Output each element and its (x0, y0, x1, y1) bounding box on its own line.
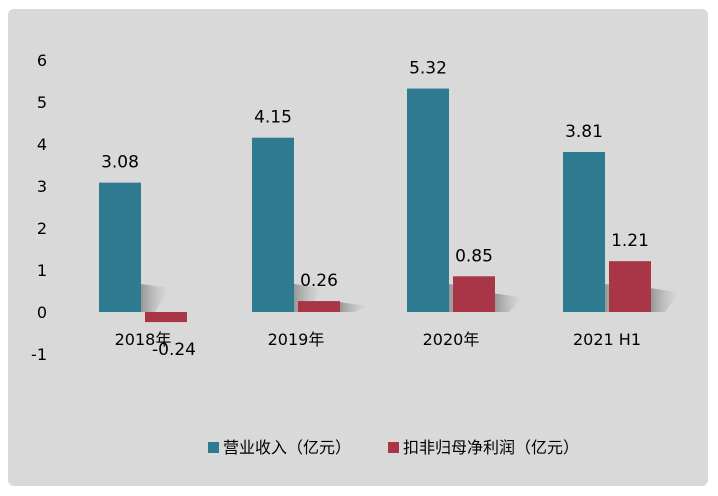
net-profit-value-label: 0.85 (455, 246, 493, 266)
data-labels: 3.08 -0.24 4.15 0.26 5.32 0.85 3.81 1.21 (101, 59, 649, 360)
net-profit-value-label: 1.21 (611, 231, 649, 251)
x-axis: 2018年 2019年 2020年 2021 H1 (115, 330, 641, 349)
y-tick-label: 5 (37, 93, 47, 112)
bar-shadow (141, 284, 169, 312)
net-profit-bar (453, 276, 495, 312)
x-tick-label: 2020年 (423, 330, 480, 349)
net-profit-value-label: -0.24 (152, 340, 196, 360)
legend-label: 营业收入（亿元） (223, 438, 351, 457)
x-tick-label: 2019年 (268, 330, 325, 349)
net-profit-bar (298, 301, 340, 312)
revenue-value-label: 5.32 (409, 59, 447, 79)
y-tick-label: 1 (37, 261, 47, 280)
net-profit-bar (145, 312, 187, 323)
y-axis: -1 0 1 2 3 4 5 6 (31, 51, 47, 364)
x-tick-label: 2018年 (115, 330, 172, 349)
y-tick-label: 3 (37, 177, 47, 196)
legend-swatch (208, 442, 219, 453)
revenue-bar (99, 182, 141, 312)
y-tick-label: 6 (37, 51, 47, 70)
y-tick-label: 2 (37, 219, 47, 238)
revenue-value-label: 3.08 (101, 153, 139, 173)
revenue-bar (563, 151, 605, 312)
bar-shadow (651, 288, 679, 312)
revenue-bar (252, 137, 294, 312)
legend-swatch (388, 442, 399, 453)
legend: 营业收入（亿元） 扣非归母净利润（亿元） (208, 438, 579, 457)
legend-label: 扣非归母净利润（亿元） (403, 438, 579, 457)
y-tick-label: 0 (37, 303, 47, 322)
net-profit-value-label: 0.26 (300, 271, 338, 291)
revenue-bar (407, 88, 449, 312)
x-tick-label: 2021 H1 (573, 330, 641, 349)
y-tick-label: -1 (31, 345, 47, 364)
bar-shadow (495, 293, 523, 312)
revenue-value-label: 3.81 (565, 122, 603, 142)
bars (99, 88, 651, 323)
revenue-value-label: 4.15 (254, 108, 292, 128)
net-profit-bar (609, 261, 651, 312)
bar-shadow (340, 302, 368, 312)
y-tick-label: 4 (37, 135, 47, 154)
